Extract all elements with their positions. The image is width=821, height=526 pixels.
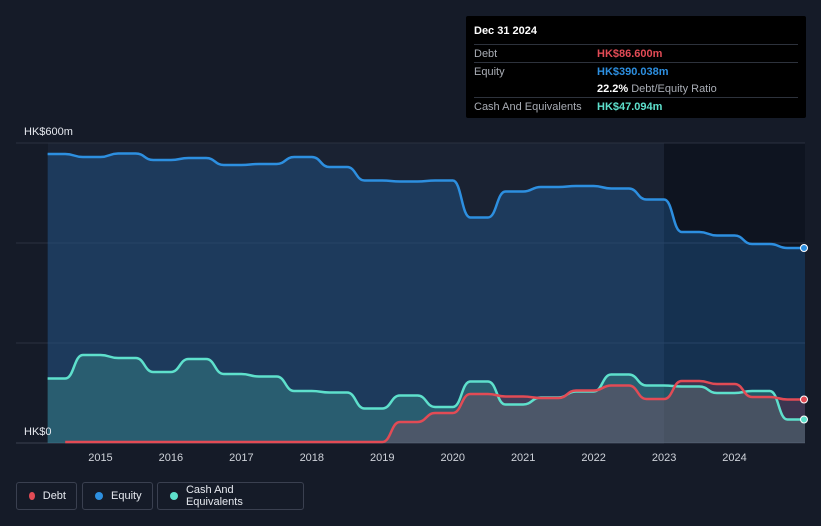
- x-tick-label: 2018: [300, 452, 324, 464]
- legend-label: Cash And Equivalents: [185, 484, 243, 508]
- equity-dot-icon: [95, 492, 103, 500]
- cash-dot-icon: [170, 492, 178, 500]
- tooltip-label: Cash And Equivalents: [474, 100, 582, 113]
- debt-area: [65, 381, 805, 443]
- tooltip-value: 22.2%: [597, 82, 629, 95]
- x-tick-label: 2019: [370, 452, 394, 464]
- tooltip-row-equity: Equity HK$390.038m: [474, 62, 798, 80]
- tooltip-value: HK$47.094m: [597, 100, 663, 113]
- x-tick-label: 2023: [652, 452, 676, 464]
- tooltip-row-debt: Debt HK$86.600m: [474, 44, 798, 62]
- debt-dot-icon: [29, 492, 35, 500]
- y-tick-label-top: HK$600m: [24, 126, 73, 138]
- x-tick-label: 2022: [581, 452, 605, 464]
- legend-label: Equity: [111, 490, 142, 502]
- equity-area: [47, 153, 805, 443]
- tooltip-label: Equity: [474, 65, 505, 78]
- debt-line: [65, 379, 805, 444]
- tooltip-extra: Debt/Equity Ratio: [631, 82, 717, 95]
- x-tick-label: 2024: [722, 452, 746, 464]
- x-tick-label: 2021: [511, 452, 535, 464]
- tooltip-row-cash: Cash And Equivalents HK$47.094m: [474, 97, 798, 115]
- equity-line: [47, 152, 805, 250]
- tooltip-date: Dec 31 2024: [474, 25, 537, 37]
- legend-item-cash[interactable]: Cash And Equivalents: [157, 482, 304, 510]
- cash-and-equivalents-area: [47, 355, 805, 443]
- x-tick-label: 2015: [88, 452, 112, 464]
- equity-endpoint: [800, 244, 808, 252]
- tooltip-panel: Dec 31 2024 Debt HK$86.600m Equity HK$39…: [466, 16, 806, 118]
- y-tick-label-bottom: HK$0: [24, 426, 52, 438]
- tooltip-value: HK$390.038m: [597, 65, 669, 78]
- legend-label: Debt: [42, 490, 66, 502]
- tooltip-row-ratio: 22.2% Debt/Equity Ratio: [474, 80, 798, 97]
- x-tick-label: 2017: [229, 452, 253, 464]
- tooltip-value: HK$86.600m: [597, 47, 663, 60]
- debt-endpoint: [800, 395, 808, 404]
- cash-and-equivalents-line: [47, 353, 805, 421]
- legend-item-equity[interactable]: Equity: [82, 482, 153, 510]
- cash-and-equivalents-endpoint: [800, 415, 808, 424]
- x-tick-label: 2020: [440, 452, 464, 464]
- x-tick-label: 2016: [159, 452, 183, 464]
- legend-item-debt[interactable]: Debt: [16, 482, 77, 510]
- tooltip-label: Debt: [474, 47, 498, 60]
